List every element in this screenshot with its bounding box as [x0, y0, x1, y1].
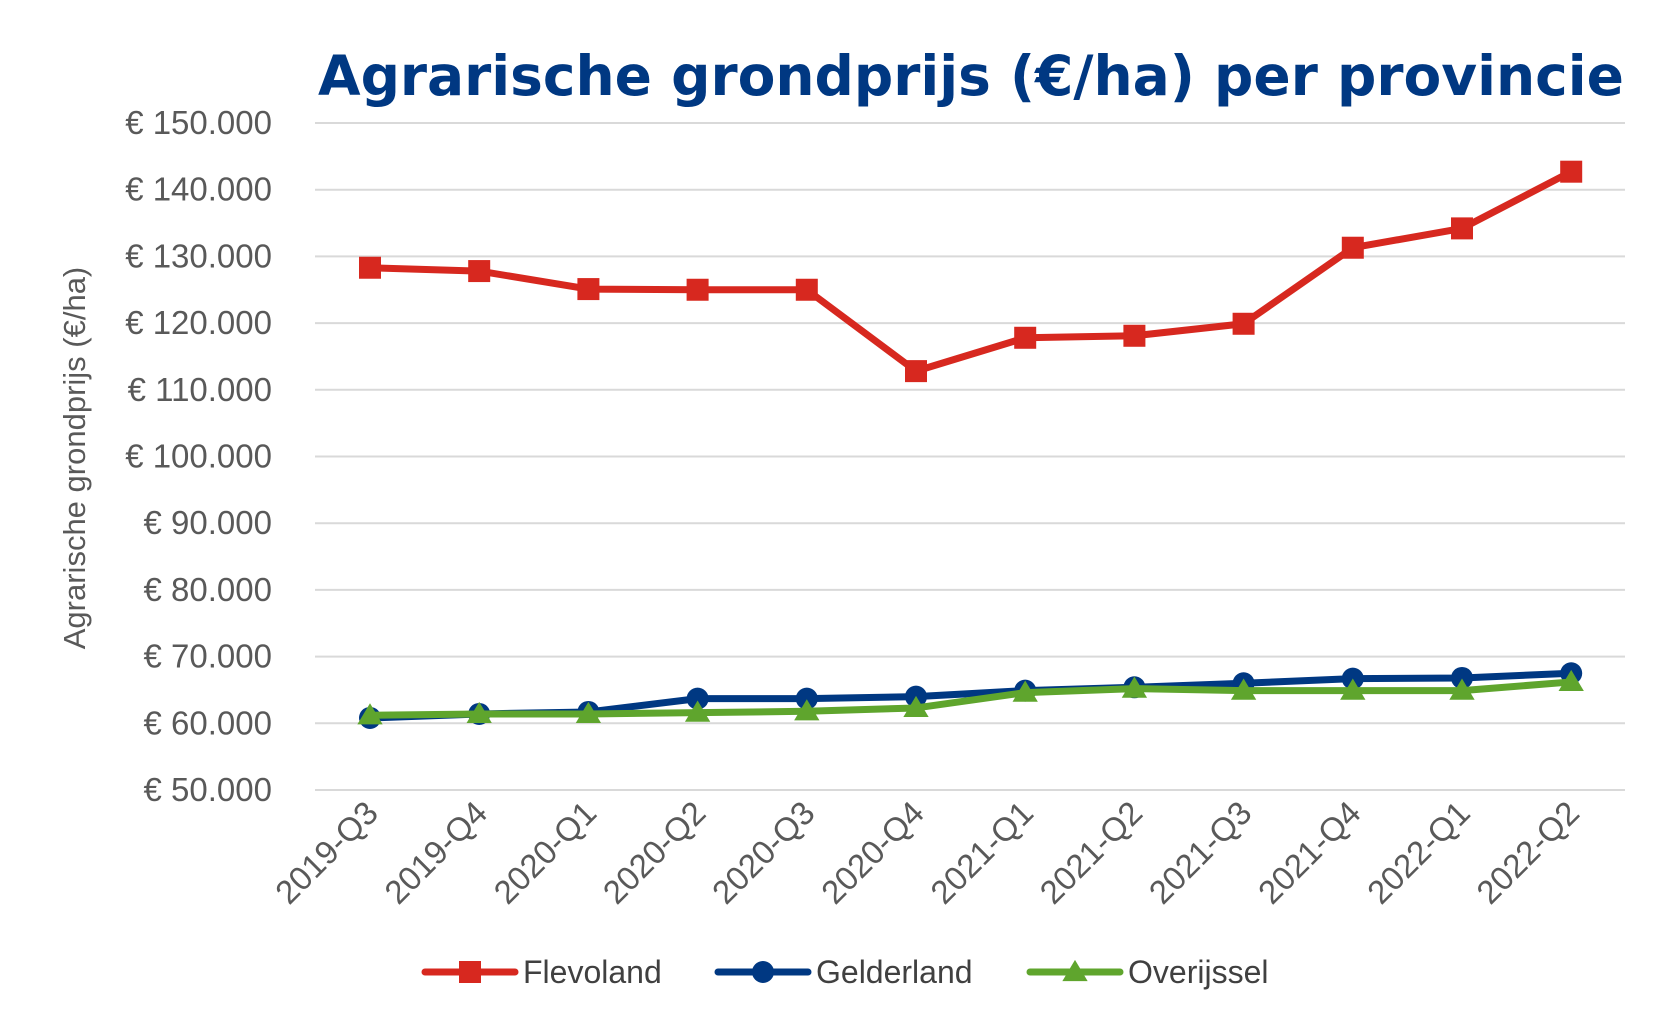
y-tick-label: € 120.000 — [125, 304, 272, 341]
x-tick-label: 2021-Q4 — [1251, 794, 1368, 911]
series-lines — [357, 160, 1584, 729]
legend-item-gelderland: Gelderland — [714, 954, 973, 990]
data-point-triangle — [794, 699, 820, 721]
data-point-circle — [1451, 666, 1473, 689]
y-tick-label: € 140.000 — [125, 171, 272, 208]
data-point-triangle — [1449, 678, 1475, 700]
data-point-triangle — [684, 700, 711, 722]
data-point-circle — [795, 687, 818, 710]
y-tick-label: € 90.000 — [144, 504, 272, 541]
data-point-square — [1451, 217, 1473, 240]
data-point-square — [1123, 324, 1146, 347]
x-tick-label: 2020-Q2 — [596, 794, 713, 911]
data-point-triangle — [466, 701, 492, 724]
legend-label: Flevoland — [523, 954, 662, 990]
data-point-square — [577, 278, 600, 301]
series-overijssel — [357, 669, 1584, 725]
data-point-square — [686, 278, 709, 301]
y-tick-label: € 130.000 — [125, 237, 272, 274]
x-tick-label: 2021-Q1 — [923, 794, 1040, 911]
y-tick-label: € 50.000 — [144, 771, 272, 808]
gridlines — [315, 122, 1625, 791]
data-point-circle — [686, 687, 709, 710]
legend: Flevoland Gelderland Overijssel — [421, 954, 1268, 990]
x-tick-label: 2021-Q2 — [1032, 794, 1149, 911]
data-point-triangle — [1230, 678, 1257, 700]
data-point-square — [795, 278, 818, 301]
data-point-square — [359, 256, 381, 279]
legend-item-flevoland: Flevoland — [421, 954, 662, 990]
y-tick-label: € 100.000 — [125, 438, 272, 475]
x-tick-label: 2019-Q4 — [377, 794, 494, 911]
data-point-square — [459, 961, 481, 983]
data-point-triangle — [357, 703, 383, 725]
data-point-square — [905, 360, 927, 383]
data-point-triangle — [1062, 959, 1088, 982]
y-tick-label: € 80.000 — [144, 571, 272, 608]
data-point-triangle — [1121, 676, 1148, 698]
y-tick-label: € 110.000 — [128, 371, 272, 408]
data-point-triangle — [575, 701, 602, 724]
x-tick-label: 2022-Q1 — [1360, 794, 1477, 911]
chart-title: Agrarische grondprijs (€/ha) per provinc… — [318, 44, 1624, 108]
data-point-square — [468, 260, 491, 283]
data-point-square — [1560, 160, 1583, 183]
data-point-circle — [752, 961, 774, 983]
data-point-square — [1232, 312, 1255, 335]
data-point-triangle — [1012, 680, 1038, 702]
x-tick-label: 2020-Q4 — [814, 794, 931, 911]
series-gelderland — [359, 662, 1583, 729]
series-line — [366, 678, 1575, 719]
x-tick-label: 2022-Q2 — [1469, 794, 1586, 911]
x-tick-labels: 2019-Q32019-Q42020-Q12020-Q22020-Q32020-… — [268, 794, 1586, 911]
data-point-square — [1014, 326, 1037, 349]
y-tick-label: € 60.000 — [144, 704, 272, 741]
series-flevoland — [359, 160, 1583, 383]
y-tick-labels: € 150.000 € 140.000 € 130.000 € 120.000 € 11… — [125, 104, 272, 808]
x-tick-label: 2020-Q3 — [705, 794, 822, 911]
y-tick-label: € 70.000 — [144, 638, 272, 675]
legend-label: Gelderland — [816, 954, 973, 990]
legend-item-overijssel: Overijssel — [1026, 954, 1268, 990]
data-point-triangle — [1340, 678, 1366, 700]
legend-label: Overijssel — [1128, 954, 1268, 990]
x-tick-label: 2019-Q3 — [268, 794, 385, 911]
y-tick-label: € 150.000 — [125, 104, 272, 141]
y-axis-label: Agrarische grondprijs (€/ha) — [57, 267, 92, 650]
data-point-triangle — [903, 695, 929, 718]
x-tick-label: 2020-Q1 — [486, 794, 603, 911]
series-line — [366, 168, 1575, 375]
x-tick-label: 2021-Q3 — [1142, 794, 1259, 911]
data-point-triangle — [1558, 669, 1584, 692]
data-point-square — [1341, 236, 1364, 259]
